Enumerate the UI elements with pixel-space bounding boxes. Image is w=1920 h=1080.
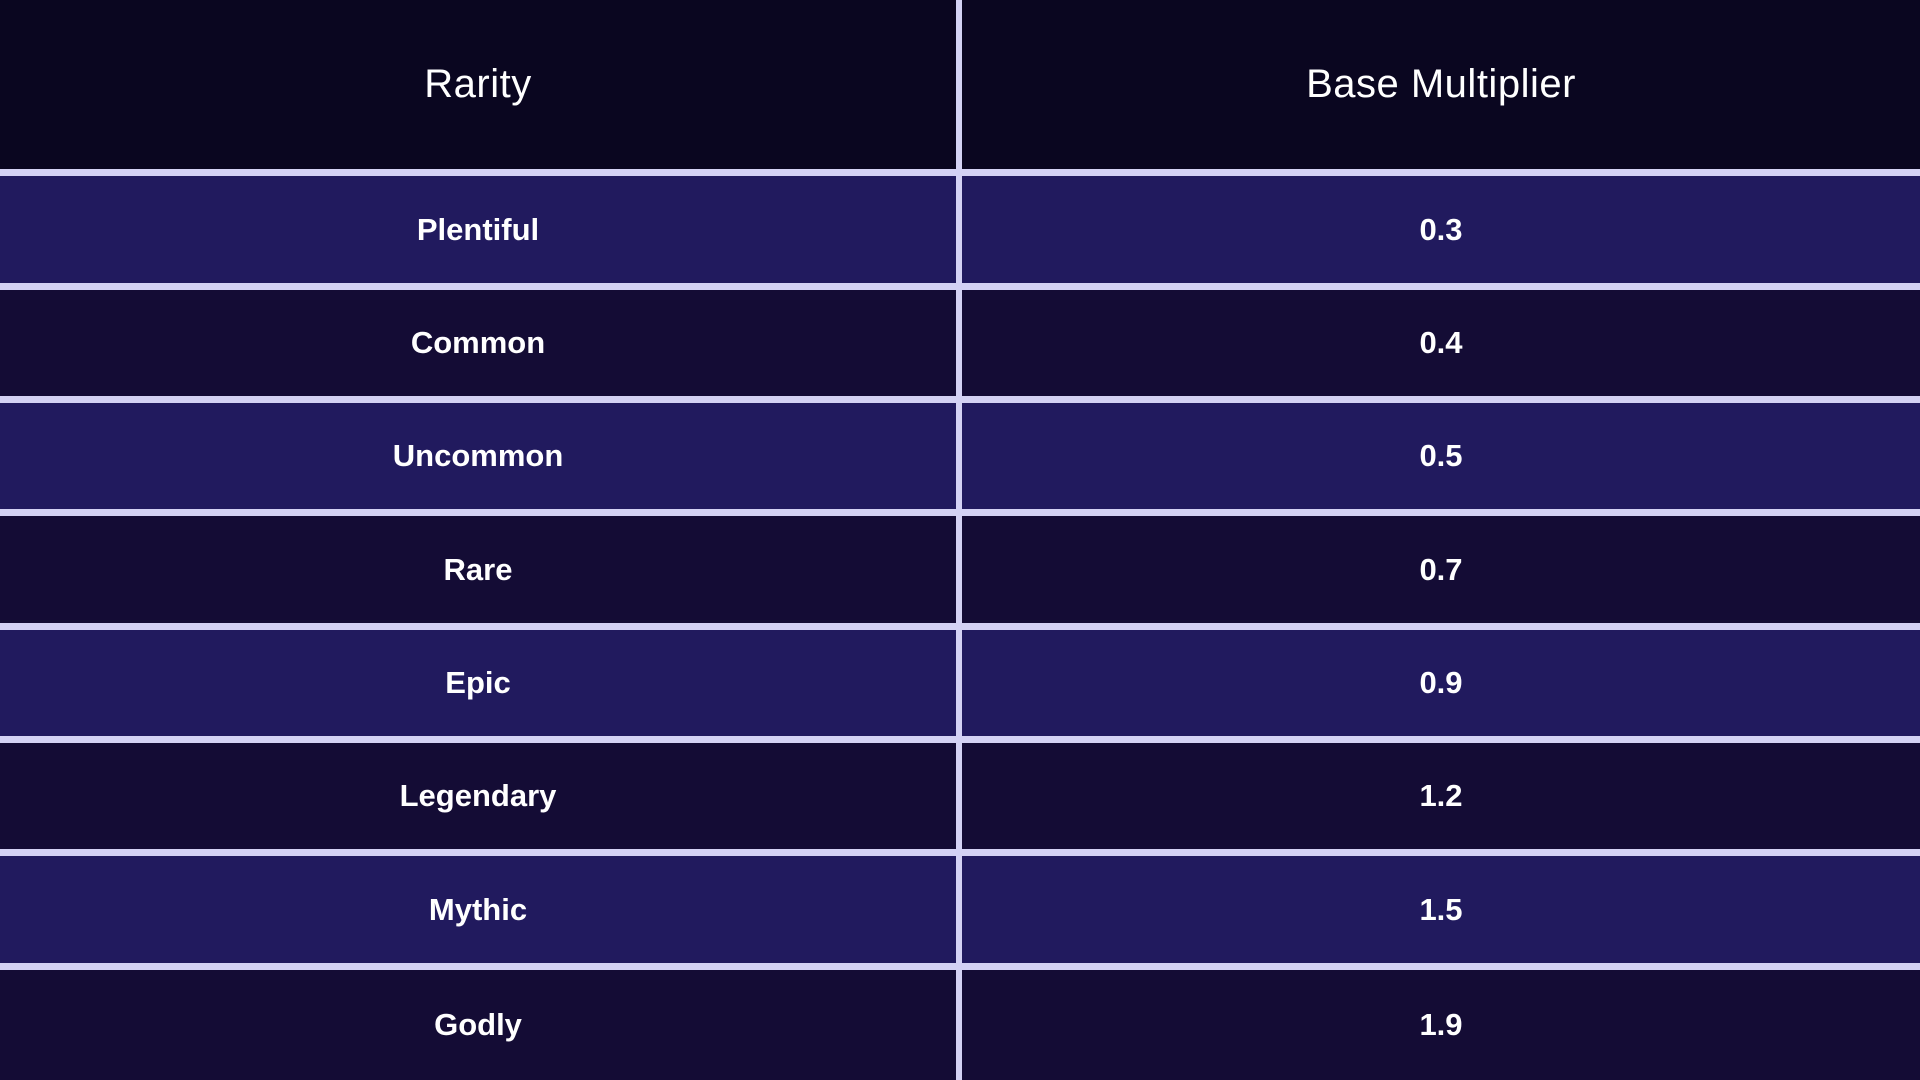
rarity-cell: Godly — [0, 970, 956, 1080]
table-row: Mythic 1.5 — [0, 856, 1920, 963]
multiplier-cell: 0.4 — [962, 290, 1920, 396]
rarity-cell: Uncommon — [0, 403, 956, 509]
table-row: Uncommon 0.5 — [0, 403, 1920, 509]
table-row: Legendary 1.2 — [0, 743, 1920, 849]
multiplier-cell: 0.3 — [962, 176, 1920, 283]
multiplier-cell: 0.9 — [962, 630, 1920, 736]
multiplier-cell: 1.9 — [962, 970, 1920, 1080]
table-row: Epic 0.9 — [0, 630, 1920, 736]
header-base-multiplier: Base Multiplier — [962, 0, 1920, 169]
rarity-cell: Mythic — [0, 856, 956, 963]
rarity-cell: Legendary — [0, 743, 956, 849]
rarity-cell: Epic — [0, 630, 956, 736]
table-row: Rare 0.7 — [0, 516, 1920, 623]
multiplier-cell: 0.5 — [962, 403, 1920, 509]
rarity-cell: Rare — [0, 516, 956, 623]
table-row: Godly 1.9 — [0, 970, 1920, 1080]
multiplier-cell: 1.5 — [962, 856, 1920, 963]
table-row: Plentiful 0.3 — [0, 176, 1920, 283]
table-row: Common 0.4 — [0, 290, 1920, 396]
table-header-row: Rarity Base Multiplier — [0, 0, 1920, 169]
rarity-cell: Plentiful — [0, 176, 956, 283]
rarity-cell: Common — [0, 290, 956, 396]
multiplier-cell: 0.7 — [962, 516, 1920, 623]
header-rarity: Rarity — [0, 0, 956, 169]
multiplier-cell: 1.2 — [962, 743, 1920, 849]
